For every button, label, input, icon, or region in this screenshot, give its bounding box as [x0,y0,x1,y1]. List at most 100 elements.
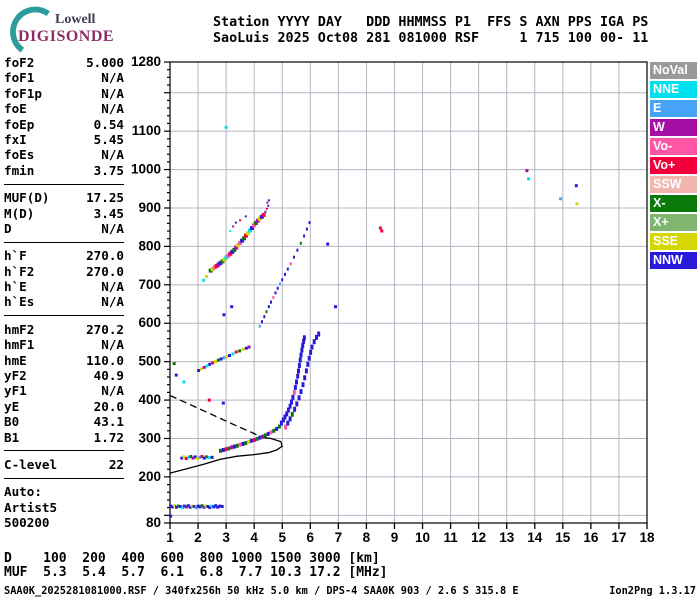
lowell-digisonde-logo: Lowell DIGISONDE [8,4,128,53]
trace-band-250km [180,455,214,460]
param-value: 43.1 [93,414,124,430]
svg-text:2: 2 [194,530,202,545]
station-header: Station YYYY DAY DDD HHMMSS P1 FFS S AXN… [213,15,648,47]
param-label: h`F [4,248,27,264]
trace-second-hop-diagonal [208,212,266,273]
svg-text:1: 1 [166,530,174,545]
grid-layer [169,61,648,524]
svg-text:9: 9 [391,530,399,545]
svg-text:11: 11 [443,530,458,545]
legend-item-NNE: NNE [650,81,697,98]
param-label: B0 [4,414,20,430]
svg-text:7: 7 [335,530,343,545]
param-label: MUF(D) [4,190,50,206]
trace-f-trace-o-upper [279,335,306,426]
param-row: h`Es N/A [4,294,124,309]
param-row: yF1 N/A [4,383,124,398]
param-value: 5.45 [93,131,124,147]
legend-item-E: E [650,100,697,117]
param-row: B1 1.72 [4,430,124,445]
param-row: hmF2 270.2 [4,322,124,337]
param-value: N/A [101,85,124,101]
param-label: fmin [4,162,35,178]
param-value: 20.0 [93,398,124,414]
param-row: yF2 40.9 [4,368,124,383]
legend-item-SSW: SSW [650,176,697,193]
param-label: hmF1 [4,337,35,353]
param-label: 500200 [4,515,50,531]
svg-text:800: 800 [138,238,161,253]
param-label: h`Es [4,294,35,310]
logo-arc-icon [10,6,50,53]
param-label: yF2 [4,368,27,384]
param-value: 17.25 [86,190,124,206]
param-row: hmE 110.0 [4,353,124,368]
param-label: C-level [4,456,58,472]
param-row: foE N/A [4,101,124,116]
legend-item-W: W [650,119,697,136]
param-value: N/A [101,337,124,353]
param-value: 270.2 [86,321,124,337]
param-row: fmin 3.75 [4,163,124,178]
svg-text:17: 17 [611,530,626,545]
param-value: 40.9 [93,368,124,384]
param-value: 110.0 [86,352,124,368]
header-line-values: SaoLuis 2025 Oct08 281 081000 RSF 1 715 … [213,31,649,46]
param-row: Artist5 [4,500,124,515]
param-row: 500200 [4,515,124,530]
legend-item-NoVal: NoVal [650,62,697,79]
legend-item-NNW: NNW [650,252,697,269]
status-bar: SAA0K_2025281081000.RSF / 340fx256h 50 k… [4,585,696,597]
param-row: MUF(D) 17.25 [4,190,124,205]
muf-row: MUF 5.3 5.4 5.7 6.1 6.8 7.7 10.3 17.2 [M… [4,565,388,580]
axis-layer: 1 2 3 4 5 6 7 8 9 10 11 12 13 14 15 16 17 181280110010009… [131,54,655,545]
distance-row: D 100 200 400 600 800 1000 1500 3000 [km… [4,551,380,566]
legend-item-Vo-: Vo- [650,138,697,155]
param-label: foF1p [4,85,42,101]
trace-scattered-echoes [169,125,579,518]
logo-text-lowell: Lowell [55,12,96,27]
param-label: foF1 [4,70,35,86]
svg-text:18: 18 [639,530,655,545]
param-row: foEs N/A [4,147,124,162]
param-row: foF2 5.000 [4,55,124,70]
param-value: 270.0 [86,263,124,279]
svg-text:14: 14 [527,530,543,545]
param-label: foE [4,101,27,117]
param-label: yE [4,398,20,414]
param-value: N/A [101,294,124,310]
svg-text:80: 80 [146,515,161,530]
svg-text:1280: 1280 [131,54,161,69]
logo-text-digisonde: DIGISONDE [18,28,115,45]
param-value: 1.72 [93,429,124,445]
param-label: hmF2 [4,321,35,337]
param-row: C-level 22 [4,457,124,472]
param-value: 3.75 [93,162,124,178]
svg-text:700: 700 [138,277,161,292]
legend-item-X-: X- [650,195,697,212]
svg-text:400: 400 [138,392,161,407]
trace-cluster-500km [197,345,251,372]
svg-text:200: 200 [138,469,161,484]
status-file-info: SAA0K_2025281081000.RSF / 340fx256h 50 k… [4,585,519,597]
trace-f-trace-mixed [219,424,281,453]
profile-curves-layer [169,394,283,474]
param-row: B0 43.1 [4,414,124,429]
param-value: 270.0 [86,248,124,264]
legend-item-X+: X+ [650,214,697,231]
svg-text:500: 500 [138,354,161,369]
svg-text:6: 6 [307,530,315,545]
svg-text:15: 15 [555,530,571,545]
doppler-direction-legend: NoVal NNE E W Vo- Vo+ SSW X- X+ SSE NNW [650,62,697,271]
param-value: N/A [101,147,124,163]
svg-text:8: 8 [363,530,371,545]
param-label: fxI [4,131,27,147]
param-row: foF1p N/A [4,86,124,101]
param-value: N/A [101,383,124,399]
param-value: N/A [101,101,124,117]
panel-separator [4,450,124,452]
panel-separator [4,477,124,479]
trace-second-hop-riser [258,221,311,328]
trace-f-trace-x [284,331,321,430]
